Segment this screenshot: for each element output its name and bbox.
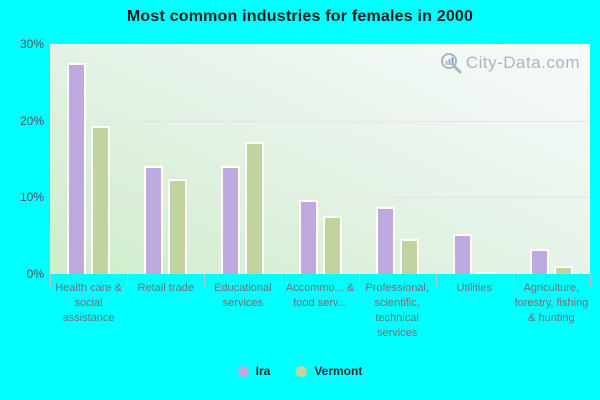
bar-vermont-2 bbox=[245, 142, 265, 274]
plot-area: City-Data.com bbox=[50, 44, 590, 274]
watermark-text: City-Data.com bbox=[465, 53, 580, 72]
y-axis-tick-label: 20% bbox=[19, 113, 44, 128]
y-axis-tick-label: 0% bbox=[26, 267, 44, 281]
bar-ira-3 bbox=[298, 199, 318, 274]
legend-item-ira: Ira bbox=[237, 364, 271, 378]
y-axis-tick-label: 30% bbox=[19, 37, 44, 51]
bar-ira-2 bbox=[221, 165, 241, 274]
gridline-10% bbox=[50, 197, 590, 199]
legend: Ira Vermont bbox=[0, 364, 600, 378]
bar-ira-0 bbox=[67, 63, 87, 274]
x-axis-category-label: Health care & social assistance bbox=[55, 282, 122, 324]
bar-vermont-5 bbox=[476, 271, 496, 274]
legend-label-ira: Ira bbox=[255, 364, 271, 378]
y-axis-tick-label: 10% bbox=[19, 190, 44, 205]
magnifier-icon bbox=[440, 53, 462, 74]
x-axis-tick bbox=[127, 274, 129, 287]
x-axis-category-label: Professional, scientific, technical serv… bbox=[365, 282, 429, 339]
bar-vermont-6 bbox=[553, 265, 573, 274]
gridline-20% bbox=[50, 120, 590, 122]
legend-item-vermont: Vermont bbox=[296, 364, 362, 378]
x-axis-tick bbox=[590, 274, 591, 287]
x-axis-category-label: Agriculture, forestry, fishing & hunting bbox=[514, 282, 589, 324]
x-axis-tick bbox=[512, 274, 514, 287]
bar-ira-6 bbox=[529, 248, 549, 274]
x-axis-category-label: Retail trade bbox=[137, 282, 194, 294]
bar-vermont-1 bbox=[168, 178, 188, 274]
x-axis-tick bbox=[204, 274, 206, 287]
bar-vermont-3 bbox=[322, 215, 342, 274]
x-axis-tick bbox=[50, 274, 51, 287]
x-axis-tick bbox=[281, 274, 283, 287]
watermark: City-Data.com bbox=[440, 52, 580, 74]
legend-label-vermont: Vermont bbox=[314, 364, 363, 378]
x-axis-category-label: Utilities bbox=[456, 282, 492, 294]
bar-vermont-0 bbox=[91, 126, 111, 274]
bar-ira-5 bbox=[452, 234, 472, 274]
x-axis-category-label: Accommo... & food serv... bbox=[285, 282, 355, 309]
legend-swatch-ira bbox=[237, 365, 249, 377]
x-axis-category-label: Educational services bbox=[214, 282, 272, 309]
bar-vermont-4 bbox=[399, 238, 419, 274]
legend-swatch-vermont bbox=[296, 365, 308, 377]
bar-ira-4 bbox=[375, 206, 395, 274]
x-axis-tick bbox=[358, 274, 360, 287]
x-axis-tick bbox=[435, 274, 437, 287]
chart-title: Most common industries for females in 20… bbox=[126, 8, 474, 25]
bar-ira-1 bbox=[144, 165, 164, 274]
